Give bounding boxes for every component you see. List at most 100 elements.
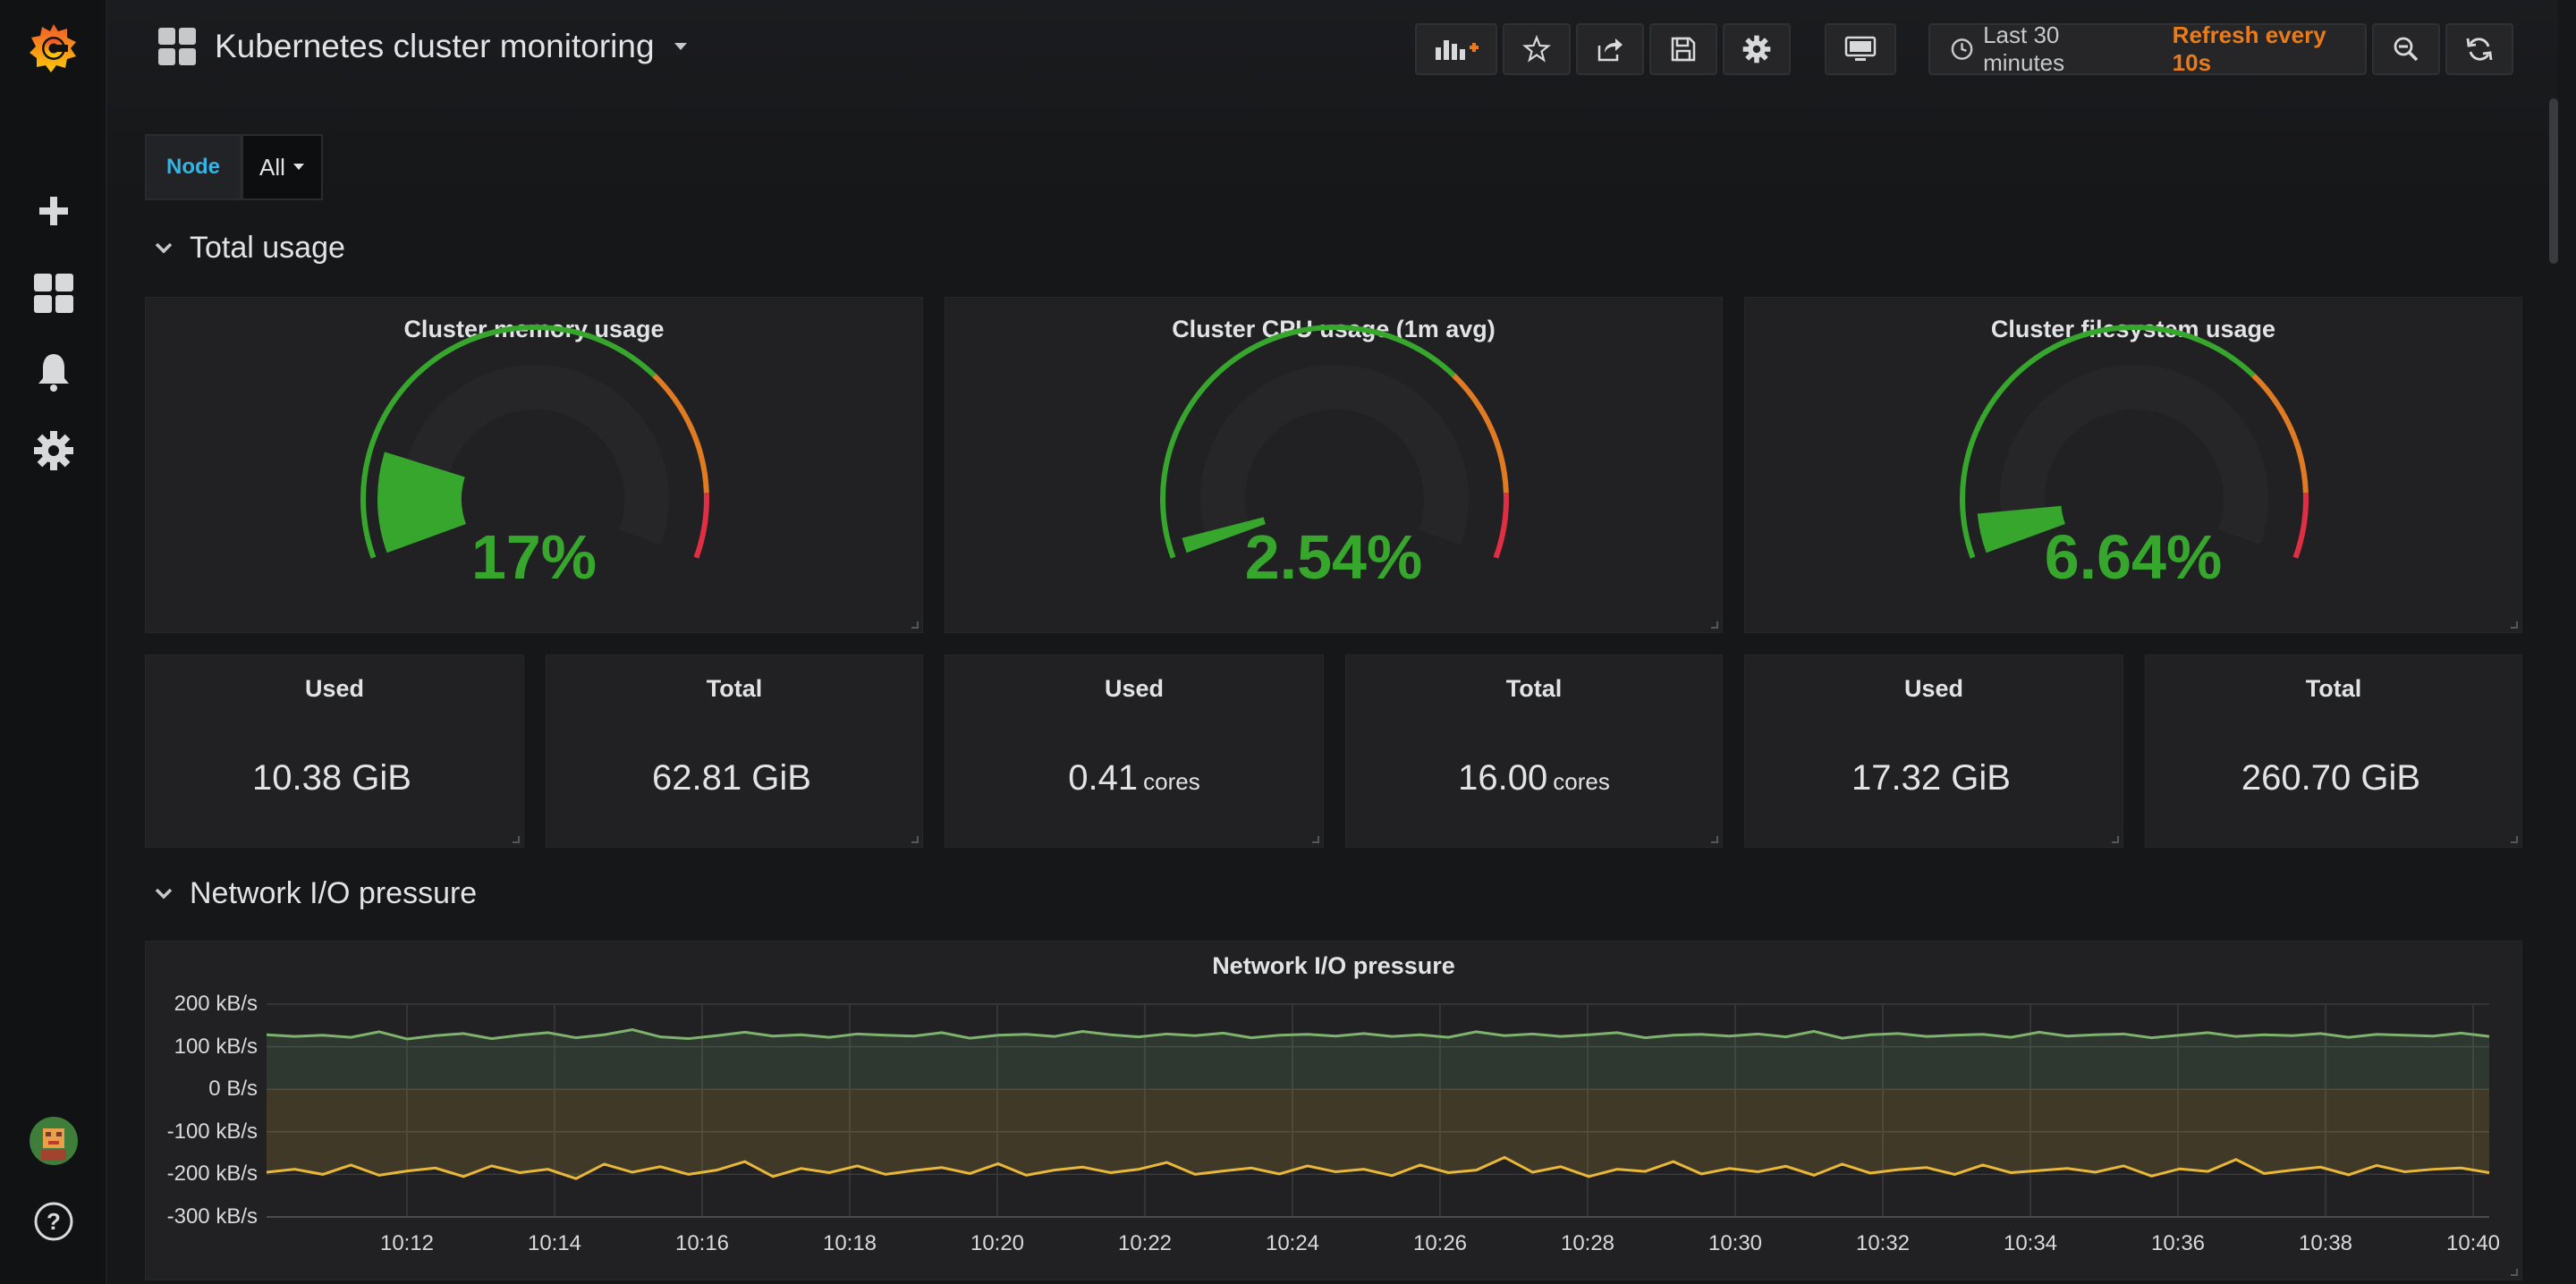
save-button[interactable] bbox=[1649, 23, 1717, 75]
resize-handle[interactable] bbox=[2511, 621, 2518, 629]
caret-down-icon bbox=[674, 43, 687, 50]
resize-handle[interactable] bbox=[1711, 621, 1718, 629]
panel-title: Used bbox=[304, 675, 365, 702]
row-title-text: Total usage bbox=[190, 231, 345, 265]
row-total-usage[interactable]: Total usage bbox=[154, 231, 345, 266]
resize-handle[interactable] bbox=[911, 836, 919, 843]
gauge-fill bbox=[1182, 517, 1266, 553]
stat-value: 10.38 GiB bbox=[146, 758, 523, 798]
dashboards-icon[interactable] bbox=[27, 266, 80, 320]
x-tick-label: 10:20 bbox=[970, 1231, 1025, 1255]
threshold-crit bbox=[693, 493, 709, 559]
share-icon bbox=[1597, 38, 1623, 62]
graph-panel-network[interactable]: Network I/O pressure 200 kB/s 100 kB/s 0 B… bbox=[145, 941, 2522, 1280]
stat-value: 0.41 cores bbox=[945, 758, 1323, 798]
y-tick-label: -200 kB/s bbox=[166, 1162, 258, 1187]
resize-handle[interactable] bbox=[911, 621, 919, 629]
time-range-label: Last 30 minutes bbox=[1983, 21, 2065, 76]
gauge-fill bbox=[377, 452, 466, 553]
plus-icon[interactable] bbox=[27, 184, 80, 238]
x-tick-label: 10:36 bbox=[2150, 1231, 2206, 1255]
caret-down-icon bbox=[292, 164, 304, 170]
stat-number: 10.38 GiB bbox=[252, 758, 411, 798]
stat-value: 17.32 GiB bbox=[1745, 758, 2123, 798]
panel-title: Used bbox=[1104, 675, 1165, 702]
stat-panel-cpu-total[interactable]: Total 16.00 cores bbox=[1345, 655, 1723, 848]
refresh-button[interactable] bbox=[2445, 23, 2513, 75]
help-icon[interactable]: ? bbox=[27, 1195, 80, 1248]
gauge-cpu bbox=[1160, 325, 1509, 559]
bell-icon[interactable] bbox=[27, 345, 80, 399]
dashboards-grid-icon bbox=[158, 28, 196, 65]
chevron-down-icon bbox=[155, 888, 173, 899]
series-line bbox=[266, 1155, 2490, 1180]
resize-handle[interactable] bbox=[2511, 1269, 2518, 1276]
monitor-icon bbox=[1844, 36, 1877, 61]
gauge-panel-filesystem[interactable]: Cluster filesystem usage 6.64% bbox=[1744, 297, 2522, 633]
threshold-crit bbox=[1493, 493, 1509, 559]
node-variable-select[interactable]: All bbox=[242, 134, 323, 200]
settings-button[interactable] bbox=[1723, 23, 1791, 75]
stat-panel-fs-used[interactable]: Used 17.32 GiB bbox=[1744, 655, 2123, 848]
share-button[interactable] bbox=[1576, 23, 1644, 75]
grafana-logo-icon[interactable] bbox=[27, 21, 80, 75]
stat-unit: cores bbox=[1143, 768, 1200, 795]
panel-title: Used bbox=[1903, 675, 1964, 702]
stat-number: 17.32 GiB bbox=[1852, 758, 2011, 798]
tv-mode-button[interactable] bbox=[1825, 23, 1896, 75]
series-area bbox=[267, 1089, 2489, 1179]
x-tick-label: 10:40 bbox=[2445, 1231, 2501, 1255]
add-panel-icon bbox=[1436, 40, 1479, 60]
gauge-track bbox=[2000, 365, 2268, 545]
y-axis: 200 kB/s 100 kB/s 0 B/s -100 kB/s -200 kB/s -… bbox=[146, 942, 258, 1281]
gauge-filesystem bbox=[1960, 325, 2309, 559]
star-icon bbox=[1522, 35, 1551, 63]
add-panel-button[interactable] bbox=[1415, 23, 1497, 75]
x-tick-label: 10:24 bbox=[1265, 1231, 1320, 1255]
gauge-value: 2.54% bbox=[1244, 522, 1423, 592]
resize-handle[interactable] bbox=[1312, 836, 1319, 843]
stat-panel-memory-total[interactable]: Total 62.81 GiB bbox=[546, 655, 923, 848]
stat-number: 16.00 bbox=[1458, 758, 1548, 798]
dashboard-main: Kubernetes cluster monitoring Last 30 mi… bbox=[107, 0, 2558, 1284]
threshold-warn bbox=[2251, 373, 2309, 494]
gauge-panel-memory[interactable]: Cluster memory usage 17% bbox=[145, 297, 923, 633]
save-icon bbox=[1671, 37, 1696, 62]
time-range-picker[interactable]: Last 30 minutes Refresh every 10s bbox=[1928, 21, 2367, 76]
cog-icon bbox=[1742, 35, 1771, 63]
threshold-crit bbox=[2292, 493, 2309, 559]
y-tick-label: 200 kB/s bbox=[174, 992, 258, 1016]
gear-icon[interactable] bbox=[27, 424, 80, 477]
zoom-out-button[interactable] bbox=[2372, 23, 2440, 75]
x-tick-label: 10:22 bbox=[1117, 1231, 1173, 1255]
y-tick-label: -100 kB/s bbox=[166, 1119, 258, 1144]
threshold-warn bbox=[652, 373, 709, 494]
gauge-track bbox=[1200, 365, 1469, 545]
stat-panel-memory-used[interactable]: Used 10.38 GiB bbox=[145, 655, 524, 848]
avatar[interactable] bbox=[27, 1114, 80, 1168]
x-tick-label: 10:34 bbox=[2003, 1231, 2058, 1255]
resize-handle[interactable] bbox=[2112, 836, 2119, 843]
panel-title: Total bbox=[1505, 675, 1563, 702]
panel-title: Network I/O pressure bbox=[1212, 952, 1455, 979]
gauge-panel-cpu[interactable]: Cluster CPU usage (1m avg) 2.54% bbox=[945, 297, 1723, 633]
template-variables: Node All bbox=[145, 134, 323, 200]
chevron-down-icon bbox=[155, 242, 173, 253]
stat-panel-cpu-used[interactable]: Used 0.41 cores bbox=[945, 655, 1324, 848]
x-tick-label: 10:28 bbox=[1560, 1231, 1615, 1255]
x-axis: 10:12 10:14 10:16 10:18 10:20 10:22 10:24 10:26… bbox=[146, 942, 2523, 1281]
stat-panel-fs-total[interactable]: Total 260.70 GiB bbox=[2145, 655, 2522, 848]
x-tick-label: 10:18 bbox=[822, 1231, 877, 1255]
star-button[interactable] bbox=[1503, 23, 1571, 75]
series-line bbox=[266, 1028, 2490, 1041]
x-tick-label: 10:26 bbox=[1412, 1231, 1468, 1255]
resize-handle[interactable] bbox=[2511, 836, 2518, 843]
y-tick-label: -300 kB/s bbox=[166, 1204, 258, 1229]
stat-number: 260.70 GiB bbox=[2241, 758, 2421, 798]
resize-handle[interactable] bbox=[513, 836, 520, 843]
refresh-icon bbox=[2466, 38, 2493, 61]
resize-handle[interactable] bbox=[1711, 836, 1718, 843]
row-network-io[interactable]: Network I/O pressure bbox=[154, 876, 477, 911]
scrollbar[interactable] bbox=[2549, 98, 2558, 264]
dashboard-picker[interactable]: Kubernetes cluster monitoring bbox=[157, 27, 689, 66]
